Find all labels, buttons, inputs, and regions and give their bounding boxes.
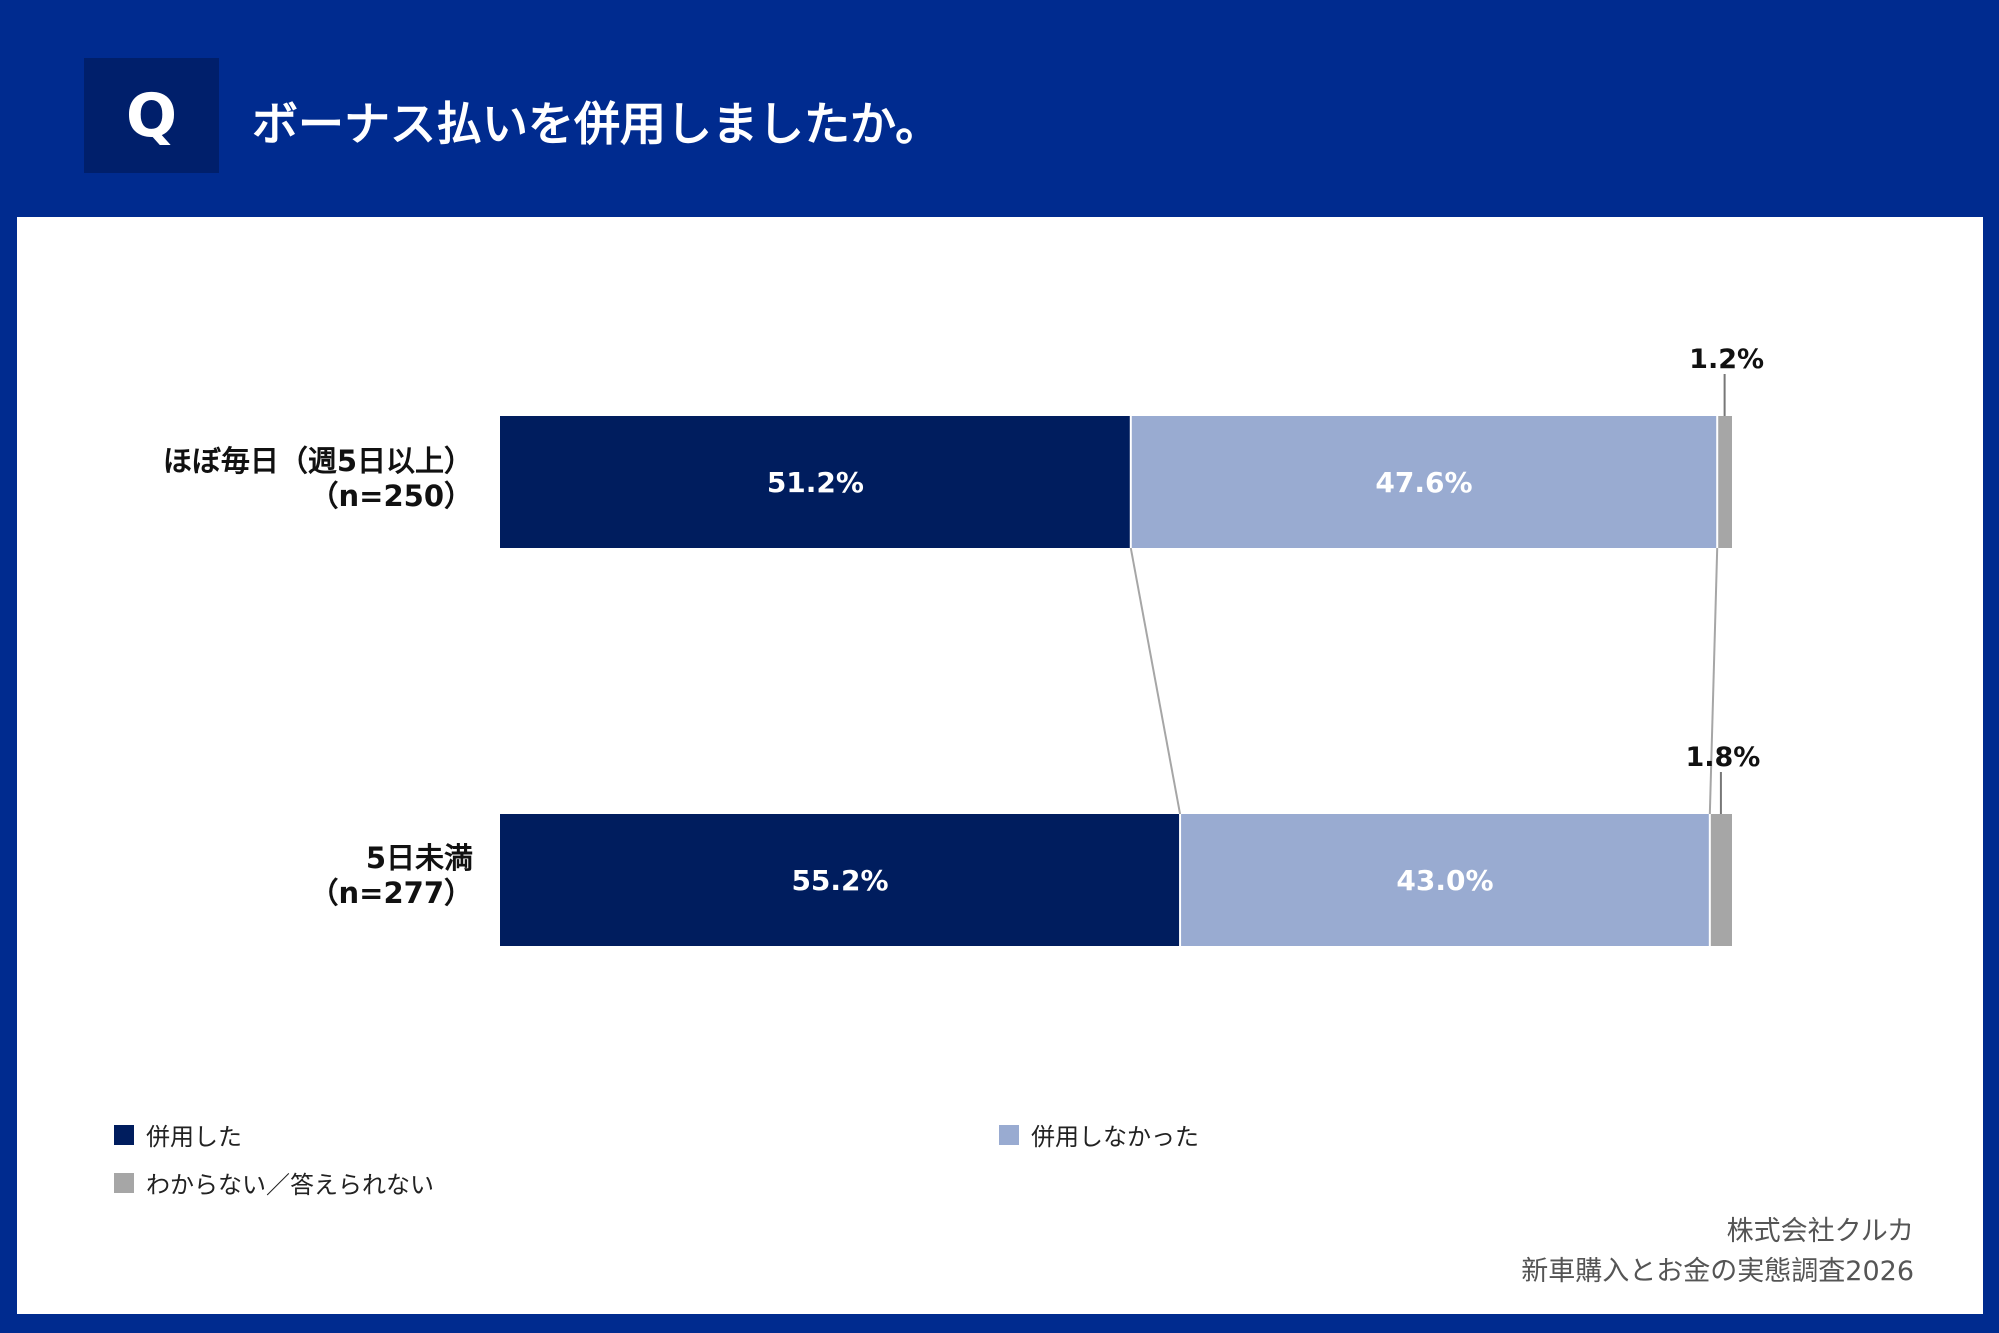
legend-label-not-used: 併用しなかった xyxy=(1031,1123,1199,1151)
bar-daily-not-used xyxy=(1130,416,1718,548)
data-label-daily-used: 51.2% xyxy=(767,466,864,499)
bar-daily-used xyxy=(500,416,1131,548)
legend-item-not-used: 併用しなかった xyxy=(999,1117,1199,1152)
legend-label-unknown: わからない／答えられない xyxy=(146,1171,434,1199)
category-label-less-than-5: 5日未満 （n=277） xyxy=(310,841,473,911)
legend-swatch-not-used xyxy=(999,1124,1019,1145)
bar-less-than-5-unknown xyxy=(1709,814,1732,946)
data-label-less-than-5-not-used: 43.0% xyxy=(1396,864,1493,897)
category-label-less-than-5-line1: 5日未満 xyxy=(365,841,473,875)
data-label-less-than-5-used: 55.2% xyxy=(791,864,888,897)
bar-less-than-5-used xyxy=(500,814,1181,946)
source-survey: 新車購入とお金の実態調査2026 xyxy=(1521,1256,1914,1287)
source-company: 株式会社クルカ xyxy=(1726,1216,1914,1247)
data-label-daily-unknown: 1.2% xyxy=(1689,344,1764,375)
category-label-daily-line2: （n=250） xyxy=(309,479,473,513)
connector-line-not-used xyxy=(1708,547,1719,815)
connector-line-used xyxy=(1129,547,1182,815)
legend-swatch-used xyxy=(114,1124,134,1145)
chart-panel: 51.2% 47.6% 1.2% 55.2% 43.0% 1.8% ほぼ毎日（週5日以上）… xyxy=(17,217,1983,1314)
question-title: ボーナス払いを併用しましたか。 xyxy=(252,97,942,151)
data-label-daily-not-used: 47.6% xyxy=(1375,466,1472,499)
bar-daily-unknown xyxy=(1717,416,1732,548)
legend-label-used: 併用した xyxy=(146,1123,242,1151)
source-credit: 株式会社クルカ 新車購入とお金の実態調査2026 xyxy=(1521,1212,1914,1292)
legend-item-used: 併用した xyxy=(114,1117,242,1152)
stacked-bar-chart: 51.2% 47.6% 1.2% 55.2% 43.0% 1.8% xyxy=(500,344,1764,946)
category-label-daily-line1: ほぼ毎日（週5日以上） xyxy=(162,444,473,478)
category-label-less-than-5-line2: （n=277） xyxy=(309,876,473,910)
bar-less-than-5-not-used xyxy=(1180,814,1710,946)
category-label-daily: ほぼ毎日（週5日以上） （n=250） xyxy=(163,444,473,514)
legend-swatch-unknown xyxy=(114,1172,134,1193)
legend-item-unknown: わからない／答えられない xyxy=(114,1165,434,1200)
data-label-less-than-5-unknown: 1.8% xyxy=(1685,742,1760,773)
q-badge: Q xyxy=(84,58,219,173)
